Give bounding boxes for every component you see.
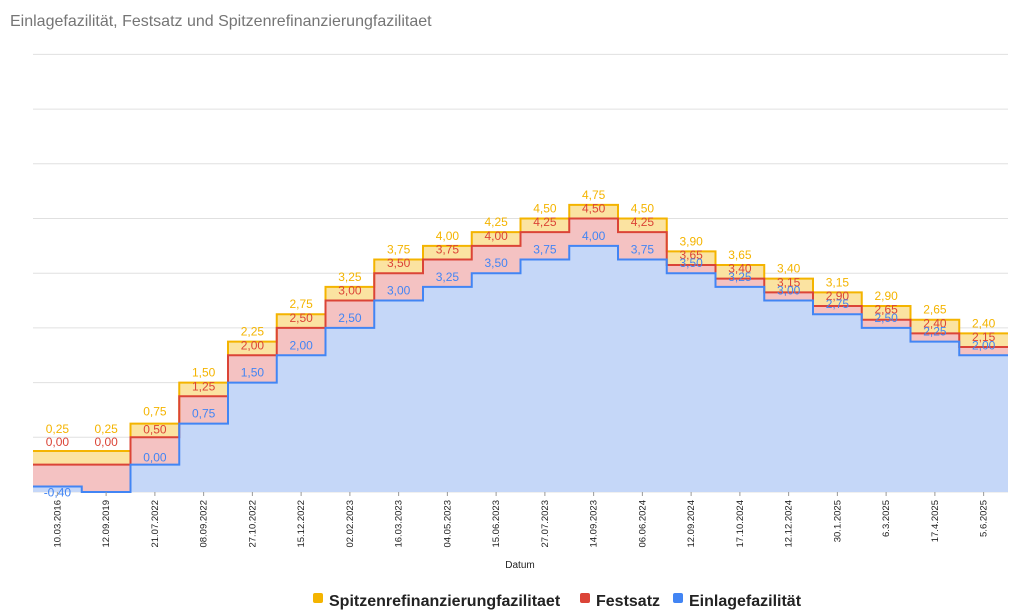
- x-tick-label: 27.10.2022: [247, 500, 258, 548]
- data-label: 2,25: [241, 325, 265, 339]
- data-label: 1,50: [192, 366, 216, 380]
- legend-label: Spitzenrefinanzierungfazilitaet: [329, 593, 561, 610]
- x-tick-label: 27.07.2023: [540, 500, 551, 548]
- x-axis-ticks: 10.03.2016 12.09.2019 21.07.2022 08.09.2022…: [52, 492, 990, 548]
- data-label: 3,65: [728, 248, 752, 262]
- x-tick-label: 15.06.2023: [491, 500, 502, 548]
- data-label: 4,25: [484, 215, 508, 229]
- x-tick-label: 12.09.2019: [101, 500, 112, 548]
- data-label: 2,90: [874, 289, 898, 303]
- data-label: 3,75: [533, 243, 557, 257]
- x-tick-label: 12.09.2024: [686, 500, 697, 548]
- data-label: 1,50: [241, 366, 265, 380]
- data-label: 3,25: [728, 270, 752, 284]
- x-tick-label: 02.02.2023: [345, 500, 356, 548]
- legend: Spitzenrefinanzierungfazilitaet Festsatz E…: [313, 593, 802, 610]
- data-label: 3,25: [338, 270, 362, 284]
- data-label: 3,75: [631, 243, 655, 257]
- x-tick-label: 16.03.2023: [394, 500, 405, 548]
- data-label: 4,25: [631, 215, 655, 229]
- data-label: 3,75: [387, 243, 411, 257]
- x-tick-label: 14.09.2023: [589, 500, 600, 548]
- data-label: 2,75: [826, 297, 850, 311]
- line-2: [33, 244, 1008, 493]
- data-label: 4,00: [484, 229, 508, 243]
- data-label: 3,65: [679, 248, 703, 262]
- data-label: 4,75: [582, 188, 606, 202]
- data-label: 2,65: [874, 303, 898, 317]
- data-label: 0,00: [94, 435, 118, 449]
- data-labels: 0,25 0,250,751,502,252,753,253,754,004,25…: [44, 188, 996, 500]
- data-label: 2,50: [289, 311, 313, 325]
- data-label: 4,50: [631, 202, 655, 216]
- x-tick-label: 12.12.2024: [784, 500, 795, 548]
- data-label: 0,75: [192, 407, 216, 421]
- x-tick-label: 15.12.2022: [296, 500, 307, 548]
- data-label: 2,00: [241, 338, 265, 352]
- legend-swatch: [313, 593, 323, 603]
- data-label: 3,50: [387, 256, 411, 270]
- data-label: 4,50: [533, 202, 557, 216]
- data-label: 0,00: [46, 435, 70, 449]
- data-label: 2,25: [923, 325, 947, 339]
- data-label: 0,25: [46, 422, 70, 436]
- x-tick-label: 21.07.2022: [150, 500, 161, 548]
- series-lines: [33, 203, 1008, 493]
- data-label: 4,00: [436, 229, 460, 243]
- x-tick-label: 06.06.2024: [637, 500, 648, 548]
- x-tick-label: 08.09.2022: [199, 500, 210, 548]
- chart-title: Einlagefazilität, Festsatz und Spitzenre…: [10, 13, 432, 30]
- data-label: 3,00: [387, 284, 411, 298]
- x-tick-label: 10.03.2016: [52, 500, 63, 548]
- data-label: 3,50: [679, 256, 703, 270]
- data-label: 3,90: [679, 234, 703, 248]
- data-label: 4,25: [533, 215, 557, 229]
- data-label: 2,75: [289, 297, 313, 311]
- data-label: 2,90: [826, 289, 850, 303]
- data-label: 3,00: [338, 284, 362, 298]
- data-label: 2,40: [972, 316, 996, 330]
- x-tick-label: 5.6.2025: [979, 500, 990, 537]
- area-2: [33, 245, 1008, 492]
- data-label: 0,50: [143, 422, 167, 436]
- legend-swatch: [580, 593, 590, 603]
- data-label: 3,15: [777, 275, 801, 289]
- data-label: 2,50: [874, 311, 898, 325]
- data-label: 0,75: [143, 405, 167, 419]
- x-tick-label: 30.1.2025: [832, 500, 843, 542]
- data-label: 3,40: [777, 262, 801, 276]
- x-tick-label: 17.4.2025: [930, 500, 941, 542]
- x-tick-label: 17.10.2024: [735, 500, 746, 548]
- x-tick-label: 04.05.2023: [442, 500, 453, 548]
- legend-label: Festsatz: [596, 593, 660, 610]
- data-label: 3,75: [436, 243, 460, 257]
- data-label: 1,25: [192, 379, 216, 393]
- data-label: 2,40: [923, 316, 947, 330]
- data-label: 2,50: [338, 311, 362, 325]
- data-label: 3,25: [436, 270, 460, 284]
- data-label: 2,00: [972, 338, 996, 352]
- data-label: 2,65: [923, 303, 947, 317]
- data-label: 4,50: [582, 202, 606, 216]
- data-label: 3,15: [826, 275, 850, 289]
- legend-label: Einlagefazilität: [689, 593, 802, 610]
- data-label: 2,15: [972, 330, 996, 344]
- data-label: 0,00: [143, 451, 167, 465]
- series-areas: [33, 204, 1008, 492]
- data-label: 3,00: [777, 284, 801, 298]
- x-axis-title: Datum: [505, 560, 534, 571]
- data-label: 2,00: [289, 338, 313, 352]
- x-tick-label: 6.3.2025: [881, 500, 892, 537]
- data-label: 3,40: [728, 262, 752, 276]
- data-label: 4,00: [582, 229, 606, 243]
- data-label: 0,25: [94, 422, 118, 436]
- data-label: 3,50: [484, 256, 508, 270]
- legend-swatch: [673, 593, 683, 603]
